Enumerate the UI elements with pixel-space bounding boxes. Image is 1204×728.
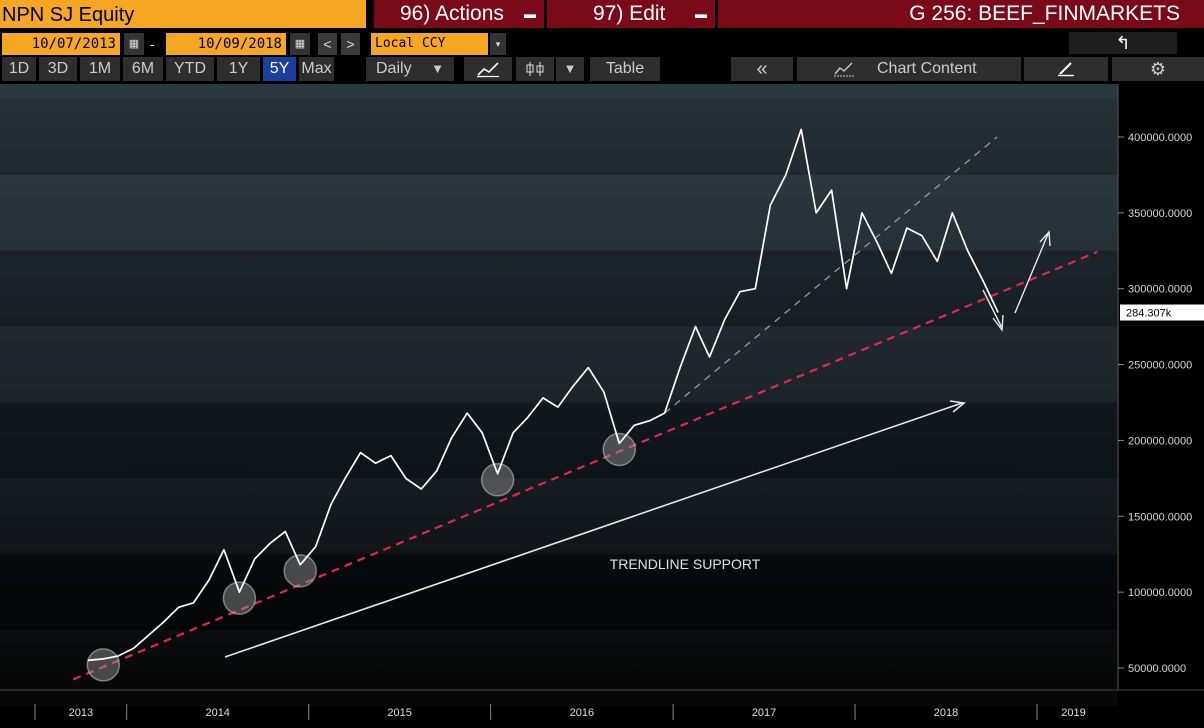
chart-name-bar: G 256: BEEF_FINMARKETS: [718, 0, 1204, 28]
end-calendar-icon[interactable]: ▦: [290, 33, 310, 55]
support-touch-circle: [602, 432, 637, 467]
y-tick-label: 150000.0000: [1128, 511, 1192, 523]
chart-content-label: Chart Content: [877, 60, 977, 77]
gear-icon[interactable]: ⚙: [1112, 57, 1204, 81]
y-tick-label: 350000.0000: [1128, 208, 1192, 220]
chart-toolbar: 1D 3D 1M 6M YTD 1Y 5Y Max Daily ▼ ▼ Table « Cha…: [0, 57, 1204, 81]
y-axis: 50000.0000 100000.0000 150000.0000 200000.0…: [1118, 132, 1192, 675]
candlestick-button[interactable]: [516, 57, 554, 81]
y-tick-label: 200000.0000: [1128, 435, 1192, 447]
range-button-5y[interactable]: 5Y: [263, 57, 296, 81]
support-touch-circle: [283, 554, 317, 588]
grid-band: [0, 327, 1118, 403]
range-button-1d[interactable]: 1D: [2, 57, 36, 81]
range-button-1y[interactable]: 1Y: [217, 57, 260, 81]
start-date-input[interactable]: 10/07/2013: [2, 33, 120, 55]
range-button-1m[interactable]: 1M: [80, 57, 120, 81]
chart-name: G 256: BEEF_FINMARKETS: [909, 2, 1180, 25]
chart-type-dropdown-icon[interactable]: ▼: [556, 57, 584, 81]
trend-arrowhead: [949, 400, 966, 413]
down-arrowhead: [992, 314, 1004, 332]
line-chart-button[interactable]: [464, 57, 512, 81]
range-button-6m[interactable]: 6M: [123, 57, 163, 81]
x-tick-label: 2014: [205, 707, 229, 719]
table-button[interactable]: Table: [590, 57, 660, 81]
end-date-input[interactable]: 10/09/2018: [166, 33, 286, 55]
ticker-field[interactable]: NPN SJ Equity: [0, 0, 366, 28]
y-tick-label: 400000.0000: [1128, 132, 1192, 144]
y-tick-label: 250000.0000: [1128, 360, 1192, 372]
x-tick-label: 2016: [570, 707, 594, 719]
grid-band: [0, 478, 1118, 554]
y-tick-label: 50000.0000: [1128, 663, 1186, 675]
trend-arrow-line: [224, 402, 963, 658]
annotate-button[interactable]: [1024, 57, 1108, 81]
up-arrowhead: [1039, 230, 1051, 247]
x-tick-label: 2013: [69, 707, 93, 719]
date-separator: -: [150, 36, 155, 52]
grid-band: [0, 250, 1118, 327]
actions-label: 96) Actions: [400, 2, 504, 25]
edit-menu[interactable]: 97) Edit ▬: [547, 0, 715, 28]
edit-label: 97) Edit: [593, 2, 666, 25]
down-arrow-line: [982, 289, 1003, 329]
plot-background: [0, 84, 1118, 688]
start-calendar-icon[interactable]: ▦: [124, 33, 144, 55]
pencil-icon: [1058, 62, 1074, 77]
range-button-3d[interactable]: 3D: [39, 57, 77, 81]
chart-content-icon: [834, 62, 854, 77]
up-arrow-line: [1014, 233, 1049, 314]
trendline-support: [72, 250, 1098, 681]
frequency-select[interactable]: Daily ▼: [366, 57, 454, 81]
last-price-label: 284.307k: [1126, 308, 1172, 320]
actions-menu[interactable]: 96) Actions ▬: [374, 0, 544, 28]
line-chart-icon: [477, 62, 499, 78]
x-axis: 2013 2014 2015 2016 2017 2018 2019: [34, 704, 1086, 720]
title-bar: NPN SJ Equity 96) Actions ▬ 97) Edit ▬ G…: [0, 0, 1204, 30]
collapse-button[interactable]: «: [731, 57, 793, 81]
x-tick-label: 2018: [934, 707, 958, 719]
grid-band: [0, 99, 1118, 175]
currency-select[interactable]: Local CCY: [371, 33, 488, 55]
prev-period-button[interactable]: <: [318, 33, 337, 55]
price-series-line: [87, 128, 999, 662]
date-range-bar: 10/07/2013 ▦ - 10/09/2018 ▦ < > Local CC…: [0, 31, 1204, 56]
grid-band: [0, 630, 1118, 706]
support-touch-circle: [480, 463, 515, 497]
range-button-ytd[interactable]: YTD: [166, 57, 214, 81]
grid-band: [0, 402, 1118, 479]
frequency-dropdown-icon: ▼: [431, 61, 444, 76]
back-button[interactable]: ↰: [1069, 32, 1177, 54]
last-price-tag: 284.307k: [1120, 304, 1204, 321]
frequency-label: Daily: [376, 60, 412, 77]
range-button-max[interactable]: Max: [299, 57, 334, 81]
x-tick-label: 2019: [1061, 707, 1085, 719]
grid-band: [0, 554, 1118, 631]
support-touch-circle: [222, 581, 257, 615]
next-period-button[interactable]: >: [341, 33, 360, 55]
y-tick-label: 100000.0000: [1128, 587, 1192, 599]
currency-dropdown-icon[interactable]: ▾: [490, 33, 506, 55]
edit-dropdown-icon: ▬: [695, 7, 707, 21]
x-tick-label: 2015: [387, 707, 411, 719]
support-touch-markers: [86, 432, 637, 682]
support-touch-circle: [86, 648, 121, 682]
candlestick-icon: [526, 62, 544, 76]
x-tick-label: 2017: [752, 707, 776, 719]
grid-band: [0, 175, 1118, 251]
y-tick-label: 300000.0000: [1128, 284, 1192, 296]
actions-dropdown-icon: ▬: [524, 7, 536, 21]
chart-content-button[interactable]: Chart Content: [797, 57, 1021, 81]
price-chart[interactable]: 50000.0000 100000.0000 150000.0000 200000.0…: [0, 84, 1204, 728]
gridline-bands: [0, 99, 1118, 706]
trendline-support-label: TRENDLINE SUPPORT: [610, 556, 761, 572]
